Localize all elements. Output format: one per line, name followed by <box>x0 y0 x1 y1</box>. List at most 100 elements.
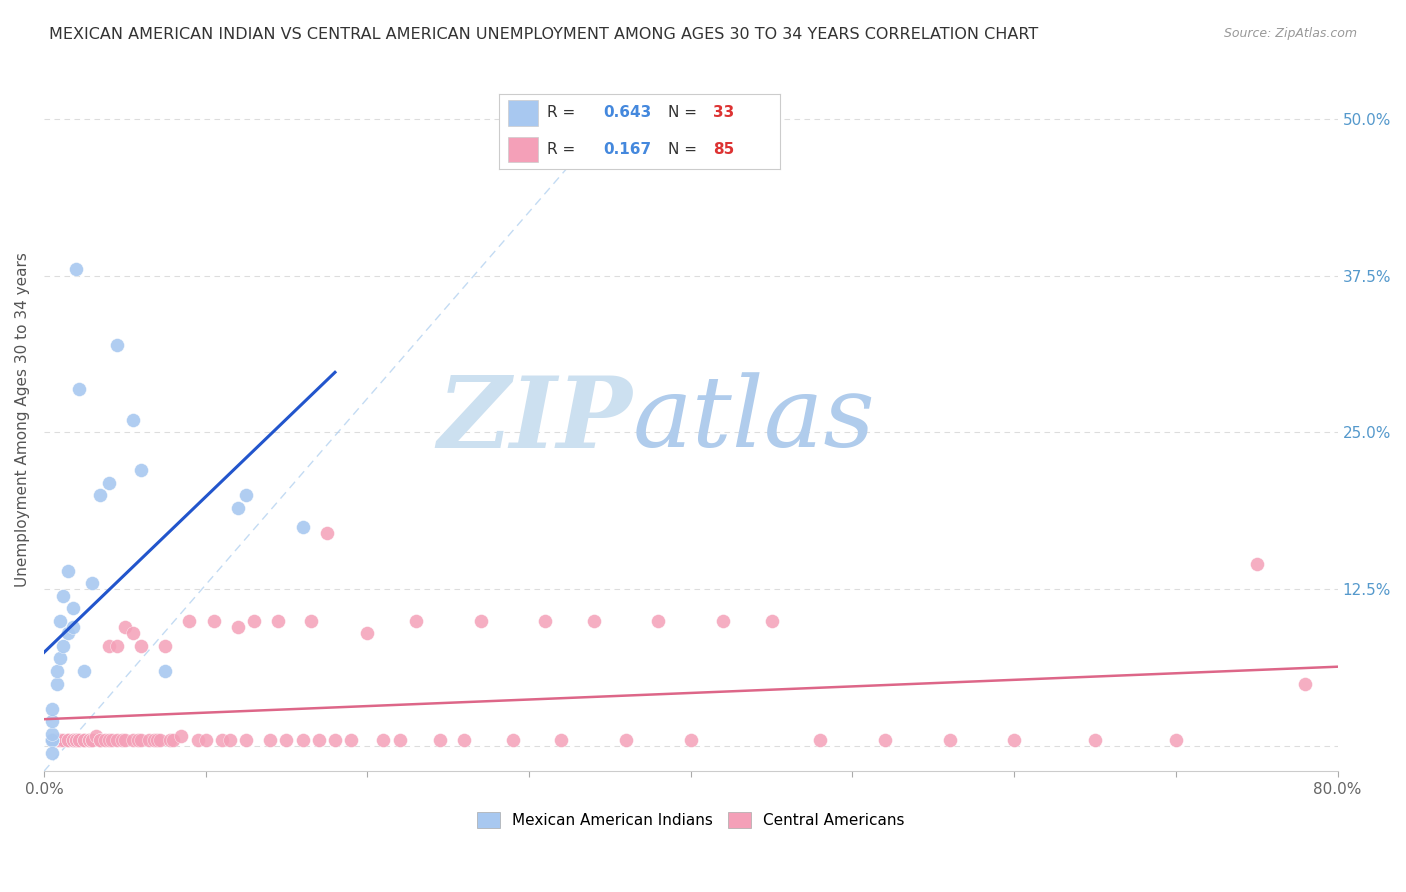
Point <box>121 733 143 747</box>
Point <box>211 733 233 747</box>
Point <box>291 733 314 747</box>
Point <box>259 733 281 747</box>
Point <box>41 727 63 741</box>
Point <box>614 733 637 747</box>
Point <box>62 733 84 747</box>
Text: ZIP: ZIP <box>437 372 633 468</box>
Point <box>105 337 128 351</box>
Point <box>711 614 734 628</box>
Point <box>1294 676 1316 690</box>
Point <box>373 733 395 747</box>
Point <box>69 733 91 747</box>
Point <box>550 733 572 747</box>
Point <box>138 733 160 747</box>
Point <box>142 733 165 747</box>
Point <box>41 733 63 747</box>
Point <box>41 733 63 747</box>
Point <box>129 733 152 747</box>
Point <box>56 733 79 747</box>
Point <box>52 733 75 747</box>
Legend: Mexican American Indians, Central Americans: Mexican American Indians, Central Americ… <box>471 805 911 834</box>
Point <box>761 614 783 628</box>
Point <box>89 733 111 747</box>
Point <box>153 664 176 678</box>
Point <box>56 564 79 578</box>
Point <box>65 733 87 747</box>
Point <box>41 733 63 747</box>
Point <box>110 733 132 747</box>
Point <box>41 733 63 747</box>
Point <box>938 733 960 747</box>
Point <box>1002 733 1025 747</box>
Point <box>41 714 63 728</box>
Point <box>873 733 896 747</box>
Point <box>170 729 193 743</box>
Point <box>56 626 79 640</box>
Point <box>77 733 100 747</box>
Text: R =: R = <box>547 105 581 120</box>
Bar <box>508 101 538 126</box>
Point <box>316 525 339 540</box>
Point <box>218 733 240 747</box>
Point <box>323 733 346 747</box>
Point <box>82 733 104 747</box>
Point <box>179 614 201 628</box>
Point <box>121 626 143 640</box>
Text: N =: N = <box>668 142 702 157</box>
Point <box>235 488 257 502</box>
Point <box>73 733 96 747</box>
Point <box>97 733 120 747</box>
Point <box>502 733 524 747</box>
Text: N =: N = <box>668 105 702 120</box>
Point <box>52 639 75 653</box>
Text: MEXICAN AMERICAN INDIAN VS CENTRAL AMERICAN UNEMPLOYMENT AMONG AGES 30 TO 34 YEA: MEXICAN AMERICAN INDIAN VS CENTRAL AMERI… <box>49 27 1039 42</box>
Point <box>243 614 266 628</box>
Point <box>226 620 249 634</box>
Point <box>235 733 257 747</box>
Point <box>647 614 669 628</box>
Point <box>52 589 75 603</box>
Text: atlas: atlas <box>633 372 876 467</box>
Point <box>89 488 111 502</box>
Point <box>73 664 96 678</box>
Point <box>49 733 72 747</box>
Point <box>89 733 111 747</box>
Point <box>299 614 322 628</box>
Point <box>56 733 79 747</box>
Point <box>470 614 492 628</box>
Point <box>105 733 128 747</box>
Point <box>308 733 330 747</box>
Point <box>429 733 451 747</box>
Point <box>41 733 63 747</box>
Point <box>62 601 84 615</box>
Point <box>276 733 298 747</box>
Point <box>41 746 63 760</box>
Text: R =: R = <box>547 142 581 157</box>
Point <box>69 733 91 747</box>
Point <box>340 733 363 747</box>
Point <box>129 463 152 477</box>
Point <box>453 733 475 747</box>
Point <box>146 733 169 747</box>
Point <box>356 626 378 640</box>
Point <box>149 733 172 747</box>
Point <box>41 733 63 747</box>
Point <box>202 614 225 628</box>
Point <box>77 733 100 747</box>
Point <box>114 733 136 747</box>
Point <box>194 733 217 747</box>
Point <box>65 262 87 277</box>
Point <box>97 475 120 490</box>
Point <box>45 733 67 747</box>
Y-axis label: Unemployment Among Ages 30 to 34 years: Unemployment Among Ages 30 to 34 years <box>15 252 30 587</box>
Point <box>127 733 149 747</box>
Point <box>82 733 104 747</box>
Point <box>114 620 136 634</box>
Text: 85: 85 <box>713 142 734 157</box>
Point <box>1246 558 1268 572</box>
Text: 0.643: 0.643 <box>603 105 651 120</box>
Point <box>1084 733 1107 747</box>
Point <box>129 639 152 653</box>
Point <box>49 614 72 628</box>
Point <box>45 676 67 690</box>
